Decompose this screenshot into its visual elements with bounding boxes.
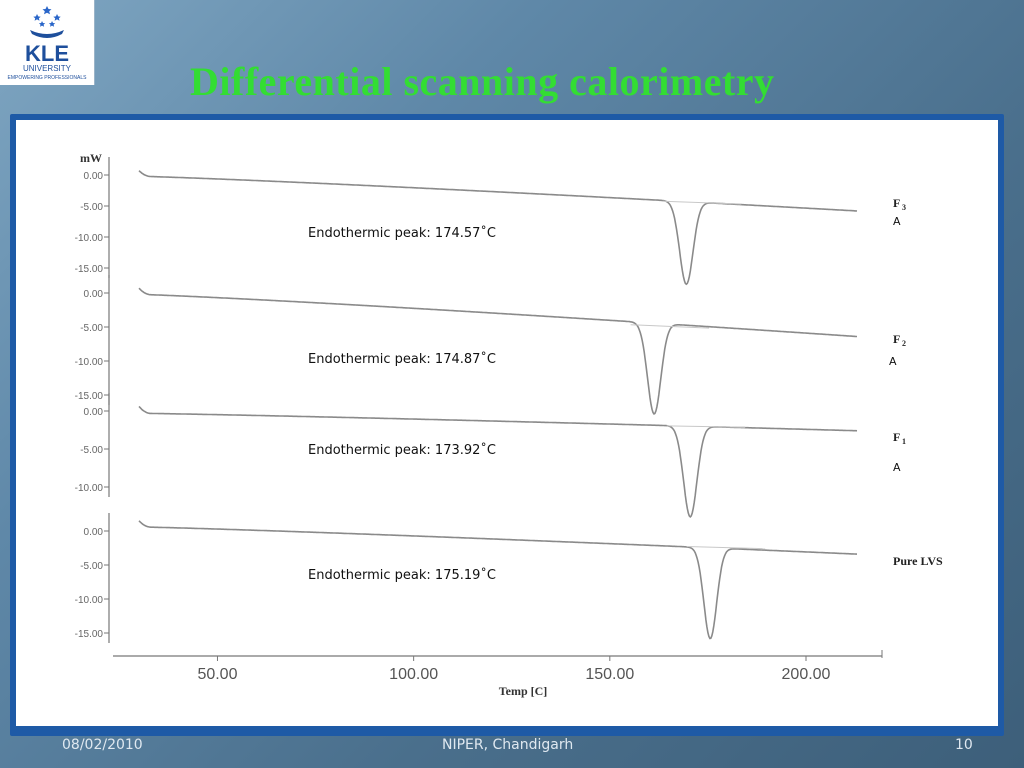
sample-tag: A bbox=[893, 215, 901, 228]
y-tick-label: -10.00 bbox=[75, 483, 104, 494]
integration-baseline bbox=[662, 200, 742, 205]
sample-tag: A bbox=[893, 461, 901, 474]
x-tick-label: 100.00 bbox=[389, 666, 438, 683]
footer-date: 08/02/2010 bbox=[62, 737, 143, 753]
slide-title: Differential scanning calorimetry bbox=[190, 59, 775, 104]
series-label-subscript: 3 bbox=[902, 203, 906, 212]
integration-baseline bbox=[686, 546, 766, 550]
logo-emblem: KLE UNIVERSITY EMPOWERING PROFESSIONALS bbox=[8, 6, 88, 81]
x-tick-label: 50.00 bbox=[197, 666, 237, 683]
y-tick-label: -5.00 bbox=[80, 323, 103, 334]
dsc-chart: mW 0.00 -5.00 -10.00 -15.00 Endothermic peak:… bbox=[75, 151, 943, 698]
y-tick-label: -5.00 bbox=[80, 445, 103, 456]
y-tick-label: 0.00 bbox=[84, 289, 104, 300]
series-label: Pure LVS bbox=[893, 554, 943, 568]
series-label: F bbox=[893, 332, 900, 346]
logo-name: KLE bbox=[25, 41, 69, 66]
dsc-curve-4 bbox=[138, 520, 857, 640]
y-tick-label: -10.00 bbox=[75, 357, 104, 368]
kle-university-logo: KLE UNIVERSITY EMPOWERING PROFESSIONALS bbox=[0, 0, 95, 85]
footer-page-number: 10 bbox=[955, 737, 973, 753]
logo-line1: UNIVERSITY bbox=[23, 64, 72, 73]
y-tick-label: 0.00 bbox=[84, 527, 104, 538]
y-tick-label: -5.00 bbox=[80, 202, 103, 213]
dsc-curve-1 bbox=[138, 170, 858, 286]
dsc-curve-3 bbox=[138, 405, 858, 519]
y-tick-label: -10.00 bbox=[75, 595, 104, 606]
peak-annotation: Endothermic peak: 175.19˚C bbox=[308, 567, 496, 583]
peak-annotation: Endothermic peak: 174.57˚C bbox=[308, 225, 496, 241]
dsc-figure: mW 0.00 -5.00 -10.00 -15.00 Endothermic peak:… bbox=[16, 120, 998, 726]
series-label: F bbox=[893, 430, 900, 444]
y-tick-label: -10.00 bbox=[75, 233, 104, 244]
x-tick-label: 150.00 bbox=[585, 666, 634, 683]
series-label-subscript: 2 bbox=[902, 339, 906, 348]
footer-center: NIPER, Chandigarh bbox=[442, 737, 574, 753]
series-label-subscript: 1 bbox=[902, 437, 906, 446]
x-tick-label: 200.00 bbox=[782, 666, 831, 683]
peak-annotation: Endothermic peak: 173.92˚C bbox=[308, 442, 496, 458]
y-tick-label: 0.00 bbox=[84, 407, 104, 418]
y-axis-label: mW bbox=[80, 151, 102, 165]
series-label: F bbox=[893, 196, 900, 210]
y-tick-label: -15.00 bbox=[75, 264, 104, 275]
peak-annotation: Endothermic peak: 174.87˚C bbox=[308, 351, 496, 367]
logo-line2: EMPOWERING PROFESSIONALS bbox=[8, 75, 88, 81]
y-tick-label: -5.00 bbox=[80, 561, 103, 572]
x-axis-label: Temp [C] bbox=[499, 684, 548, 698]
y-tick-label: -15.00 bbox=[75, 391, 104, 402]
integration-baseline bbox=[630, 324, 710, 329]
y-tick-label: -15.00 bbox=[75, 629, 104, 640]
y-tick-label: 0.00 bbox=[84, 171, 104, 182]
dsc-curve-2 bbox=[138, 287, 857, 415]
integration-baseline bbox=[666, 425, 746, 428]
sample-tag: A bbox=[889, 355, 897, 368]
